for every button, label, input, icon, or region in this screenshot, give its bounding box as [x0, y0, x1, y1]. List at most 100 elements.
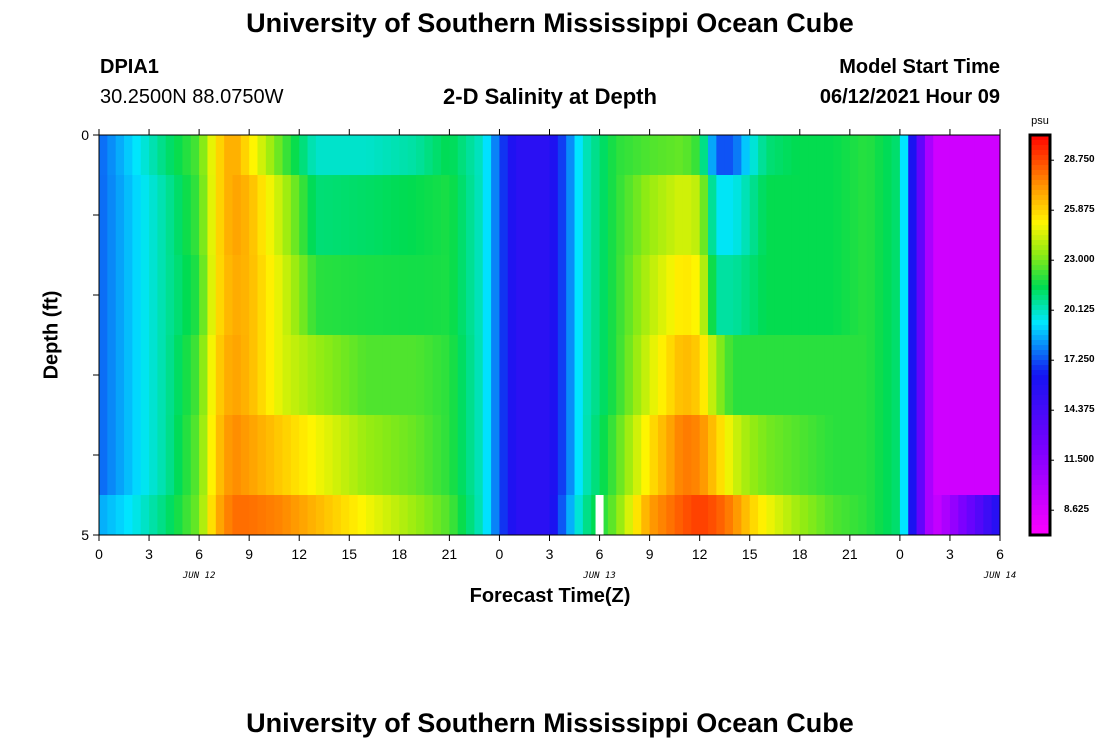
heatmap-cell [99, 255, 108, 336]
heatmap-cell [349, 335, 359, 416]
heatmap-cell [908, 335, 917, 416]
heatmap-cell [791, 255, 801, 336]
colorbar-swatch [1030, 250, 1050, 256]
heatmap-cell [240, 255, 250, 336]
colorbar-swatch [1030, 360, 1050, 366]
heatmap-cell [374, 335, 384, 416]
heatmap-cell [941, 175, 951, 256]
heatmap-cell [365, 135, 375, 176]
heatmap-cell [824, 495, 834, 536]
heatmap-cell [416, 175, 425, 256]
heatmap-cell [299, 415, 308, 496]
heatmap-cell [382, 415, 392, 496]
colorbar-swatch [1030, 400, 1050, 406]
x-tick-label: 3 [545, 546, 554, 562]
heatmap-cell [274, 495, 283, 536]
heatmap-cell [716, 495, 726, 536]
heatmap-cell [274, 415, 283, 496]
heatmap-cell [933, 255, 942, 336]
heatmap-cell [541, 255, 550, 336]
heatmap-cell [441, 415, 450, 496]
heatmap-cell [115, 175, 125, 256]
heatmap-cell [933, 415, 942, 496]
colorbar-swatch [1030, 435, 1050, 441]
heatmap-cell [549, 255, 559, 336]
heatmap-cell [416, 415, 425, 496]
heatmap-cell [816, 335, 826, 416]
heatmap-cell [307, 415, 317, 496]
heatmap-cell [474, 335, 484, 416]
heatmap-cell [441, 135, 450, 176]
heatmap-cell [432, 135, 442, 176]
heatmap-cell [124, 495, 133, 536]
heatmap-cell [849, 335, 859, 416]
heatmap-cell [524, 335, 534, 416]
heatmap-cell [115, 255, 125, 336]
heatmap-cell [766, 135, 776, 176]
heatmap-cell [324, 175, 333, 256]
heatmap-cell [649, 255, 659, 336]
heatmap-cell [682, 335, 692, 416]
heatmap-cell [641, 135, 651, 176]
heatmap-cell [349, 415, 359, 496]
heatmap-cell [841, 335, 851, 416]
colorbar-unit: psu [1031, 115, 1049, 127]
x-tick-label: 6 [996, 546, 1004, 562]
heatmap-cell [107, 415, 117, 496]
heatmap-cell [315, 255, 325, 336]
heatmap-cell [240, 135, 250, 176]
heatmap-cell [124, 335, 133, 416]
heatmap-cell [749, 415, 759, 496]
heatmap-cell [299, 335, 308, 416]
heatmap-cell [941, 335, 951, 416]
heatmap-cell [699, 255, 709, 336]
colorbar-swatch [1030, 140, 1050, 146]
colorbar-swatch [1030, 320, 1050, 326]
heatmap-cell [499, 135, 509, 176]
heatmap-cell [190, 175, 200, 256]
colorbar-swatch [1030, 240, 1050, 246]
heatmap-cell [416, 255, 425, 336]
heatmap-cell [457, 255, 467, 336]
colorbar-swatch [1030, 165, 1050, 171]
heatmap-cell [265, 335, 275, 416]
heatmap-cell [466, 495, 475, 536]
heatmap-cell [674, 335, 684, 416]
heatmap-cell [841, 175, 851, 256]
heatmap-cell [274, 135, 283, 176]
heatmap-cell [332, 255, 342, 336]
heatmap-cell [624, 415, 634, 496]
heatmap-cell [140, 415, 150, 496]
heatmap-cell [416, 135, 425, 176]
heatmap-cell [666, 255, 676, 336]
heatmap-cell [649, 335, 659, 416]
x-tick-label: 0 [495, 546, 504, 562]
heatmap-cell [733, 335, 742, 416]
heatmap-cell [891, 495, 901, 536]
heatmap-cell [416, 495, 425, 536]
heatmap-cell [766, 415, 776, 496]
heatmap-cell [733, 415, 742, 496]
missing-data-cell [595, 495, 604, 535]
heatmap-cell [799, 335, 809, 416]
colorbar-swatch [1030, 520, 1050, 526]
heatmap-cell [174, 255, 183, 336]
colorbar-swatch [1030, 205, 1050, 211]
heatmap-cell [958, 175, 968, 256]
heatmap-cell [691, 415, 701, 496]
heatmap-cell [140, 135, 150, 176]
heatmap-cell [682, 255, 692, 336]
heatmap-cell [699, 415, 709, 496]
heatmap-cell [474, 495, 484, 536]
colorbar-swatch [1030, 235, 1050, 241]
heatmap-cell [424, 415, 434, 496]
heatmap-cell [374, 135, 384, 176]
heatmap-cell [499, 175, 509, 256]
heatmap-cell [958, 495, 968, 536]
heatmap-cell [282, 415, 292, 496]
heatmap-cell [157, 175, 167, 256]
heatmap-cell [783, 135, 792, 176]
colorbar-swatch [1030, 480, 1050, 486]
heatmap-cell [315, 135, 325, 176]
colorbar-swatch [1030, 450, 1050, 456]
